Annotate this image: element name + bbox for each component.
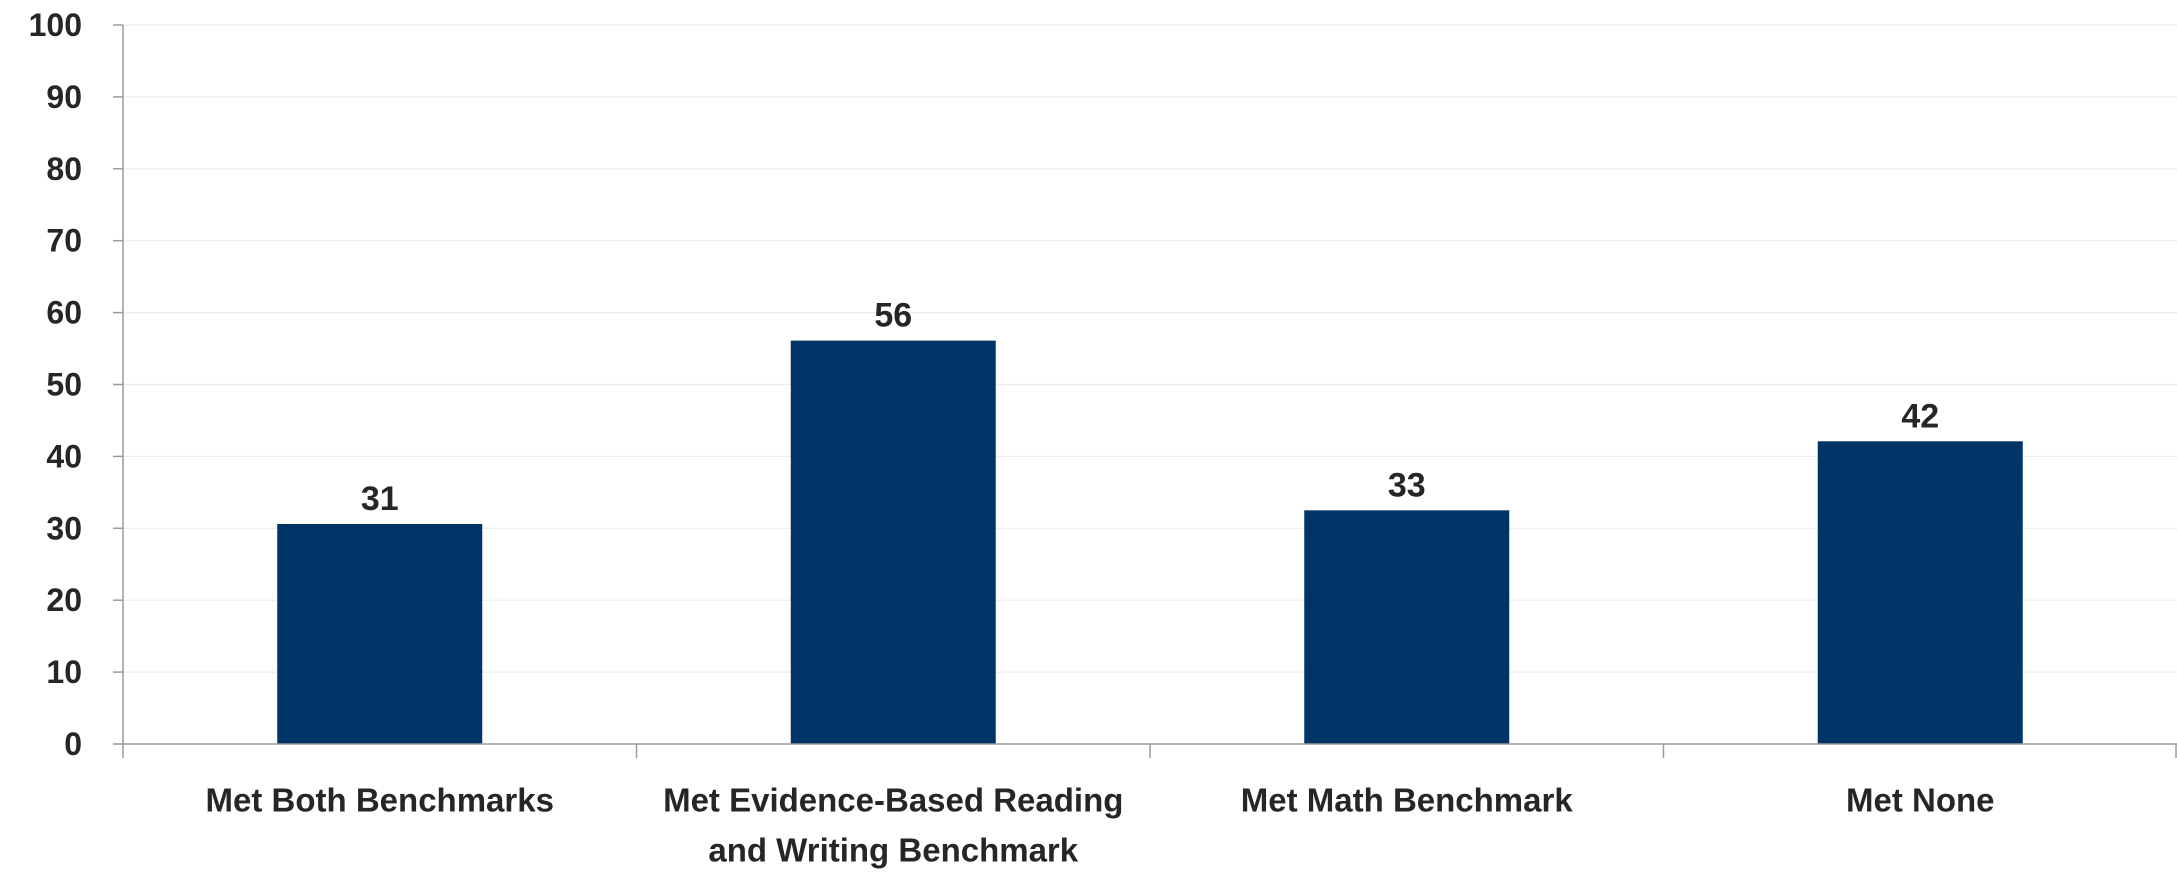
data-label: 31 xyxy=(361,480,399,518)
x-category-label: Met None xyxy=(1846,782,1995,819)
y-tick-label: 0 xyxy=(64,726,82,762)
y-tick-label: 100 xyxy=(29,7,82,43)
y-tick-label: 60 xyxy=(46,295,82,331)
labels: 0 10 20 30 40 50 60 70 80 90 100 31 Met Both Benchma… xyxy=(29,7,1995,869)
bars xyxy=(277,340,2023,744)
y-tick-label: 30 xyxy=(46,510,82,546)
x-category-label: Met Math Benchmark xyxy=(1241,782,1574,819)
data-label: 33 xyxy=(1388,466,1426,504)
x-category-label: Met Both Benchmarks xyxy=(206,782,554,819)
x-category-label: and Writing Benchmark xyxy=(708,832,1078,869)
bar xyxy=(277,523,483,744)
y-tick-label: 80 xyxy=(46,151,82,187)
bar xyxy=(1304,510,1510,744)
bar xyxy=(1817,441,2023,744)
axes xyxy=(113,24,2177,758)
data-label: 56 xyxy=(874,297,912,335)
y-tick-label: 40 xyxy=(46,438,82,474)
y-tick-label: 90 xyxy=(46,79,82,115)
data-label: 42 xyxy=(1901,397,1939,435)
y-tick-label: 50 xyxy=(46,367,82,403)
y-tick-label: 20 xyxy=(46,582,82,618)
y-tick-label: 70 xyxy=(46,223,82,259)
x-category-label: Met Evidence-Based Reading xyxy=(663,782,1123,819)
y-tick-label: 10 xyxy=(46,654,82,690)
bar xyxy=(790,340,996,744)
